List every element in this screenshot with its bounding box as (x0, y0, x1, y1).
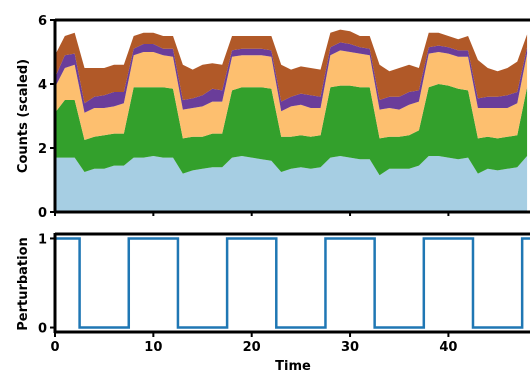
area-series-5 (55, 29, 528, 104)
xtick-label: 0 (50, 340, 59, 355)
bottom-ytick-label: 0 (38, 322, 47, 337)
bottom-y-axis-label: Perturbation (16, 237, 31, 331)
xtick-label: 20 (243, 340, 261, 355)
x-axis-label: Time (275, 359, 311, 371)
top-ytick-label: 6 (38, 14, 47, 29)
area-series-3 (55, 50, 528, 140)
top-ytick-label: 2 (38, 142, 47, 157)
bottom-axis-ticks: 010 10 20 30 40 (38, 232, 457, 355)
bottom-ytick-label: 1 (38, 232, 47, 247)
area-series-1 (55, 156, 528, 212)
top-ytick-label: 4 (38, 78, 47, 93)
stacked-area-plot (55, 29, 528, 212)
top-ytick-label: 0 (38, 206, 47, 221)
top-y-axis-label: Counts (scaled) (16, 59, 31, 173)
xtick-label: 30 (341, 340, 359, 355)
xtick-label: 40 (439, 340, 457, 355)
area-series-2 (55, 84, 528, 176)
xtick-label: 10 (144, 340, 162, 355)
perturbation-line-1 (55, 237, 530, 329)
top-axis-ticks: 0 2 4 6 (38, 14, 450, 221)
perturbation-plot (55, 237, 530, 329)
area-series-4 (55, 42, 528, 113)
